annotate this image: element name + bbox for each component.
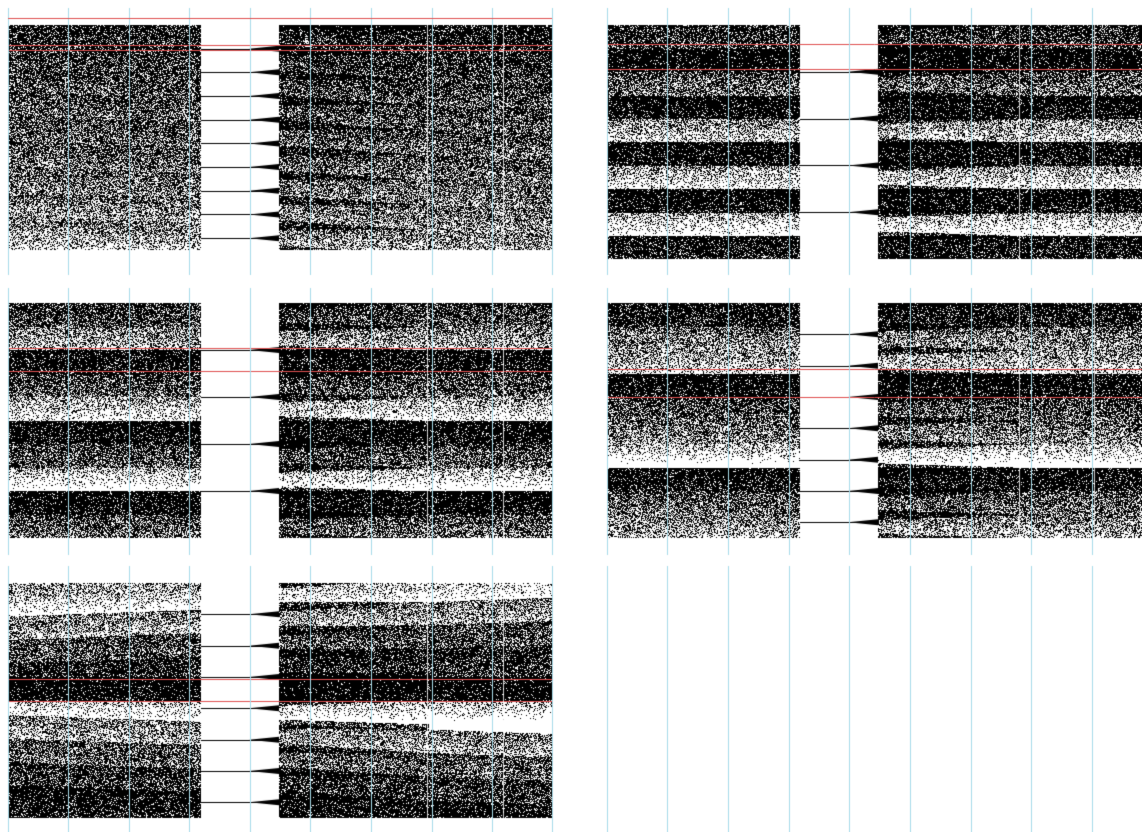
waterfall-plot-grid [0,0,1142,832]
